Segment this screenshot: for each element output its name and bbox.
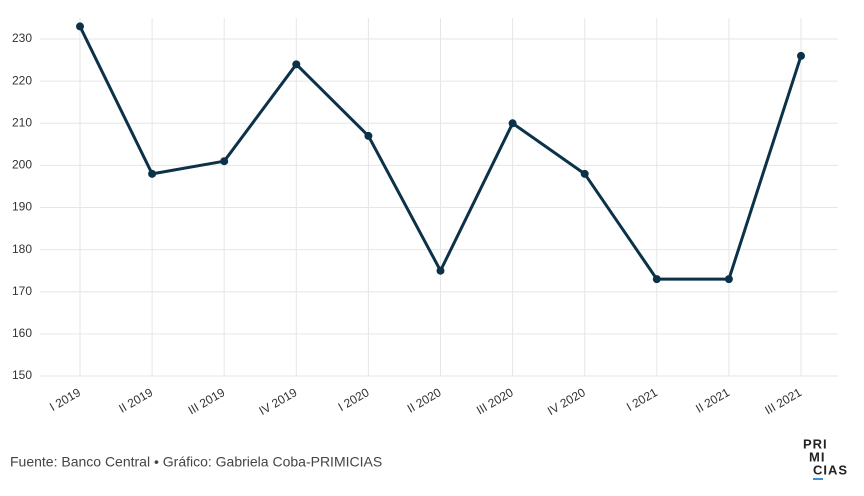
x-tick-label: III 2020 bbox=[474, 385, 516, 417]
y-tick-label: 220 bbox=[12, 73, 32, 87]
x-tick-label: IV 2020 bbox=[545, 385, 588, 418]
y-tick-label: 210 bbox=[12, 115, 32, 129]
logo-accent bbox=[813, 478, 823, 480]
point bbox=[220, 157, 229, 166]
point bbox=[797, 51, 805, 60]
point bbox=[292, 60, 301, 69]
point bbox=[580, 169, 589, 178]
y-tick-label: 230 bbox=[12, 31, 32, 45]
x-tick-label: I 2021 bbox=[624, 385, 660, 414]
x-tick-label: II 2019 bbox=[116, 385, 155, 416]
x-tick-label: III 2019 bbox=[186, 385, 228, 417]
x-tick-label: II 2021 bbox=[693, 385, 732, 416]
point bbox=[148, 169, 157, 178]
logo-line: PRI bbox=[803, 436, 828, 451]
x-tick-label: II 2020 bbox=[405, 385, 444, 416]
y-tick-label: 190 bbox=[12, 200, 32, 214]
x-tick-label: III 2021 bbox=[762, 385, 804, 417]
point bbox=[508, 119, 517, 128]
point bbox=[652, 275, 661, 284]
y-tick-label: 200 bbox=[12, 158, 32, 172]
y-tick-label: 150 bbox=[12, 368, 32, 382]
x-tick-label: I 2019 bbox=[47, 385, 83, 414]
logo-line: CIAS bbox=[813, 462, 848, 477]
y-tick-label: 160 bbox=[12, 326, 32, 340]
y-tick-label: 170 bbox=[12, 284, 32, 298]
point bbox=[436, 266, 445, 275]
point bbox=[724, 275, 733, 284]
point bbox=[364, 131, 373, 140]
x-tick-label: I 2020 bbox=[336, 385, 372, 414]
logo-line: MI bbox=[809, 449, 825, 464]
x-tick-label: IV 2019 bbox=[257, 385, 300, 418]
source-note: Fuente: Banco Central • Gráfico: Gabriel… bbox=[10, 454, 382, 470]
point bbox=[76, 22, 84, 31]
y-tick-label: 180 bbox=[12, 242, 32, 256]
